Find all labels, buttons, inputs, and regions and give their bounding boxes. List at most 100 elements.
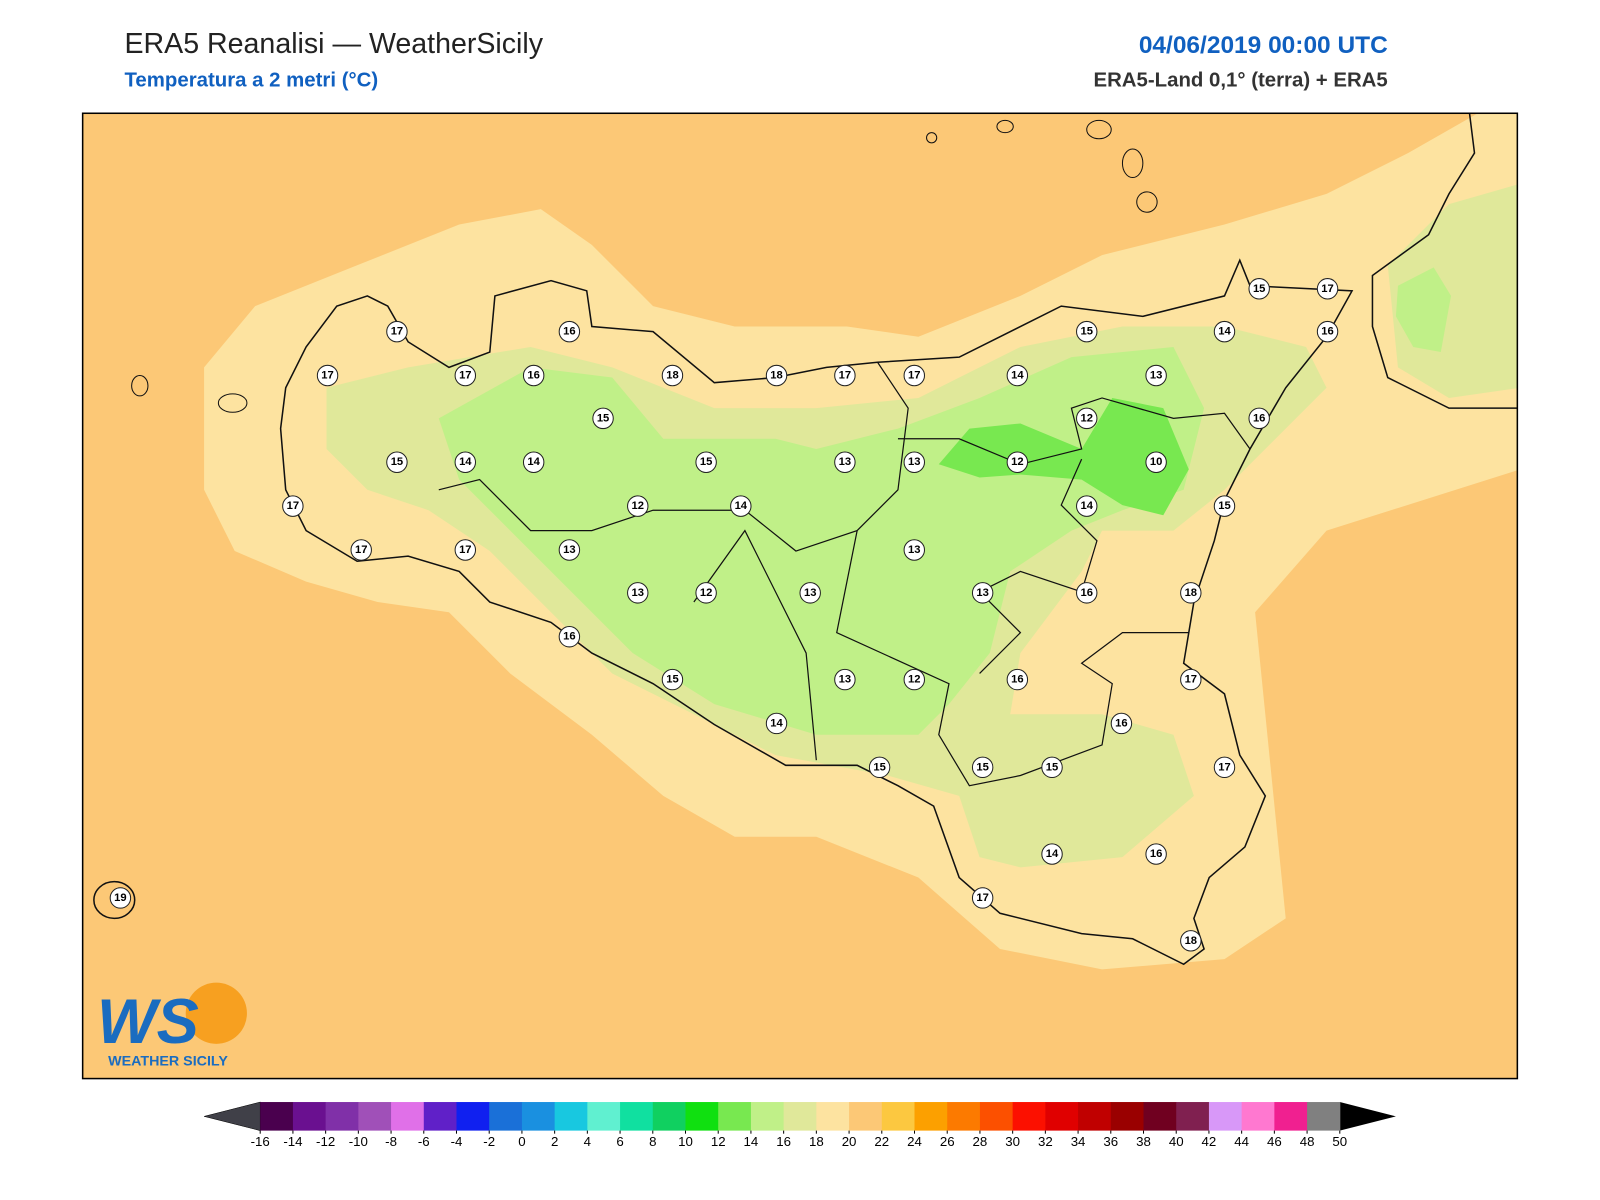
station-value: 12 (1080, 412, 1092, 424)
station-value: 15 (1253, 283, 1265, 295)
island (926, 132, 938, 144)
stations: 17 16 17 17 16 18 18 17 17 14 15 13 14 15 17 16 15 12 16 15… (109, 278, 1339, 952)
colorbar-swatch (1208, 1102, 1243, 1131)
station-value: 13 (563, 544, 575, 556)
station-value: 17 (459, 544, 471, 556)
station-value: 15 (873, 761, 885, 773)
station-marker (1110, 712, 1133, 735)
colorbar-swatch (750, 1102, 785, 1131)
island (1086, 119, 1112, 140)
island (1136, 191, 1158, 213)
station-marker (386, 320, 408, 343)
station-marker (522, 451, 545, 473)
station-marker (1180, 582, 1202, 604)
station-value: 14 (770, 717, 783, 729)
colorbar-label: 40 (1169, 1134, 1184, 1149)
coastline (1371, 113, 1518, 409)
station-marker (282, 495, 304, 517)
station-value: 18 (666, 370, 678, 382)
station-value: 17 (1185, 674, 1197, 686)
station-marker (765, 712, 788, 735)
colorbar-swatch (1274, 1102, 1308, 1131)
station-marker (522, 364, 545, 387)
subtitle: Temperatura a 2 metri (°C) (124, 70, 378, 92)
title: ERA5 Reanalisi — WeatherSicily (124, 28, 543, 60)
station-marker (627, 495, 649, 517)
station-value: 14 (1011, 370, 1024, 382)
station-value: 14 (735, 500, 748, 512)
colorbar-label: 38 (1136, 1134, 1151, 1149)
station-marker (661, 364, 684, 387)
colorbar-swatch (325, 1102, 359, 1131)
colorbar-swatch (1307, 1102, 1341, 1131)
station-marker (558, 320, 581, 343)
station-value: 13 (908, 456, 920, 468)
colorbar-label: 26 (940, 1134, 955, 1149)
colorbar-label: 0 (518, 1134, 525, 1149)
colorbar-label: 12 (711, 1134, 726, 1149)
station-marker (799, 582, 821, 604)
colorbar-swatch (391, 1102, 425, 1131)
province-border (693, 529, 817, 761)
colorbar-label: -14 (283, 1134, 302, 1149)
station-value: 15 (976, 761, 988, 773)
station-marker (1316, 278, 1339, 300)
colorbar-swatch (947, 1102, 981, 1131)
station-value: 14 (1080, 500, 1093, 512)
station-value: 17 (459, 370, 471, 382)
station-value: 16 (1011, 674, 1023, 686)
colorbar-over (1339, 1102, 1396, 1131)
colorbar-label: 14 (744, 1134, 759, 1149)
station-marker (1006, 451, 1029, 473)
station-marker (661, 668, 684, 691)
station-marker (695, 582, 717, 604)
station-marker (1248, 407, 1270, 430)
station-marker (1248, 278, 1270, 300)
station-marker (1076, 582, 1098, 604)
station-value: 16 (1080, 587, 1092, 599)
station-marker (558, 626, 581, 648)
colorbar-label: 50 (1332, 1134, 1347, 1149)
station-value: 17 (1218, 761, 1230, 773)
logo-name: WEATHER SICILY (108, 1053, 228, 1069)
station-value: 17 (355, 544, 367, 556)
colorbar-swatch (849, 1102, 883, 1131)
map-frame (81, 112, 1519, 1080)
station-marker (834, 451, 856, 473)
station-value: 16 (563, 326, 575, 338)
colorbar-label: 48 (1300, 1134, 1315, 1149)
station-marker (350, 539, 372, 561)
colorbar-under (204, 1101, 261, 1131)
colorbar-label: -16 (251, 1134, 270, 1149)
station-value: 16 (1115, 717, 1127, 729)
station-marker (454, 539, 477, 561)
station-marker (1213, 756, 1236, 779)
station-marker (903, 539, 925, 561)
station-marker (454, 364, 477, 387)
colorbar-label: 22 (874, 1134, 889, 1149)
station-value: 17 (391, 326, 403, 338)
colorbar-label: 42 (1202, 1134, 1217, 1149)
station-value: 13 (908, 544, 920, 556)
colorbar-swatch (816, 1102, 850, 1131)
colorbar-swatch (685, 1102, 719, 1131)
station-value: 10 (1150, 456, 1162, 468)
station-value: 15 (1218, 500, 1230, 512)
colorbar-swatch (554, 1102, 588, 1131)
colorbar-label: 28 (973, 1134, 988, 1149)
colorbar-swatch (587, 1102, 621, 1131)
station-marker (1076, 407, 1098, 430)
colorbar-swatch (652, 1102, 687, 1131)
station-value: 13 (839, 456, 851, 468)
station-marker (1316, 320, 1339, 343)
colorbar-label: 4 (584, 1134, 591, 1149)
colorbar-label: 34 (1071, 1134, 1086, 1149)
contour-10-12 (938, 397, 1189, 516)
station-value: 14 (527, 456, 540, 468)
station-value: 17 (321, 370, 333, 382)
station-marker (730, 495, 752, 517)
colorbar-label: -4 (451, 1134, 463, 1149)
station-value: 18 (770, 370, 782, 382)
colorbar-label: 46 (1267, 1134, 1282, 1149)
